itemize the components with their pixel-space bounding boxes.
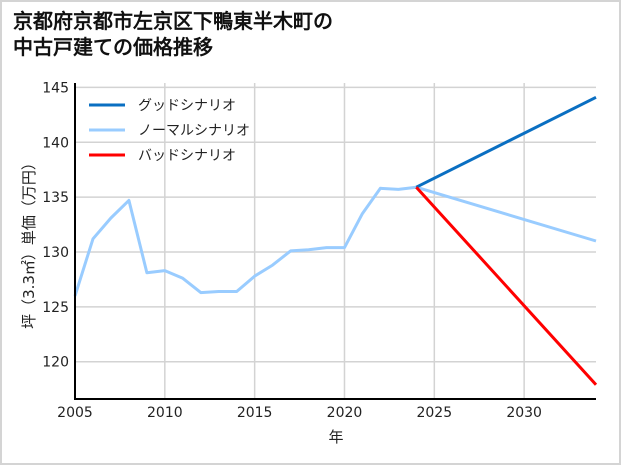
- series-line: [415, 95, 597, 189]
- x-tick-label: 2005: [57, 405, 93, 421]
- y-tick-label: 135: [42, 190, 69, 206]
- y-tick-label: 130: [42, 245, 69, 261]
- legend-label: グッドシナリオ: [138, 98, 236, 114]
- x-tick-label: 2030: [506, 405, 542, 421]
- chart-title-line1: 京都府京都市左京区下鴨東半木町の: [13, 9, 333, 33]
- chart-title: 京都府京都市左京区下鴨東半木町の 中古戸建ての価格推移: [13, 8, 333, 60]
- y-tick-label: 125: [42, 300, 69, 316]
- x-tick-label: 2010: [147, 405, 183, 421]
- x-tick-label: 2015: [237, 405, 273, 421]
- axes: [74, 83, 596, 400]
- series-line: [73, 185, 597, 297]
- y-tick-label: 140: [42, 135, 69, 151]
- series-line: [415, 186, 598, 386]
- y-tick-label: 145: [42, 80, 69, 96]
- tick-labels: 2005 2010 2015 2020 2025 2030 120 125 130 135 140 1…: [42, 80, 542, 421]
- series-lines: [73, 95, 598, 386]
- x-axis-label: 年: [328, 428, 343, 446]
- legend-label: バッドシナリオ: [138, 148, 236, 164]
- y-tick-label: 120: [42, 355, 69, 371]
- x-tick-label: 2025: [416, 405, 452, 421]
- x-tick-label: 2020: [327, 405, 363, 421]
- y-axis-label: 坪（3.3㎡）単価（万円）: [20, 155, 38, 329]
- legend-label: ノーマルシナリオ: [138, 123, 250, 139]
- chart-title-line2: 中古戸建ての価格推移: [13, 35, 213, 59]
